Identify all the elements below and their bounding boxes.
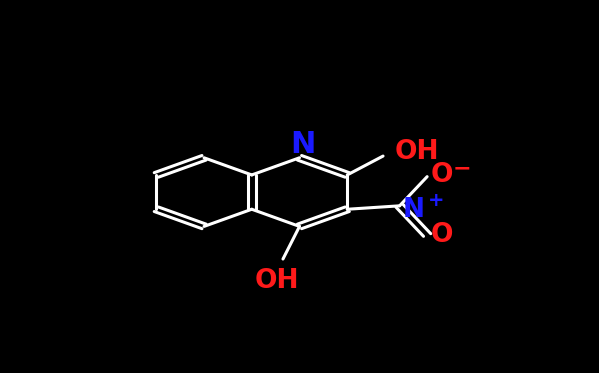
Text: O: O (430, 162, 453, 188)
Text: N: N (290, 130, 315, 159)
Text: N: N (403, 197, 425, 223)
Text: O: O (430, 222, 453, 248)
Text: OH: OH (395, 140, 440, 165)
Text: OH: OH (255, 268, 300, 294)
Text: +: + (428, 191, 445, 210)
Text: −: − (452, 159, 471, 178)
